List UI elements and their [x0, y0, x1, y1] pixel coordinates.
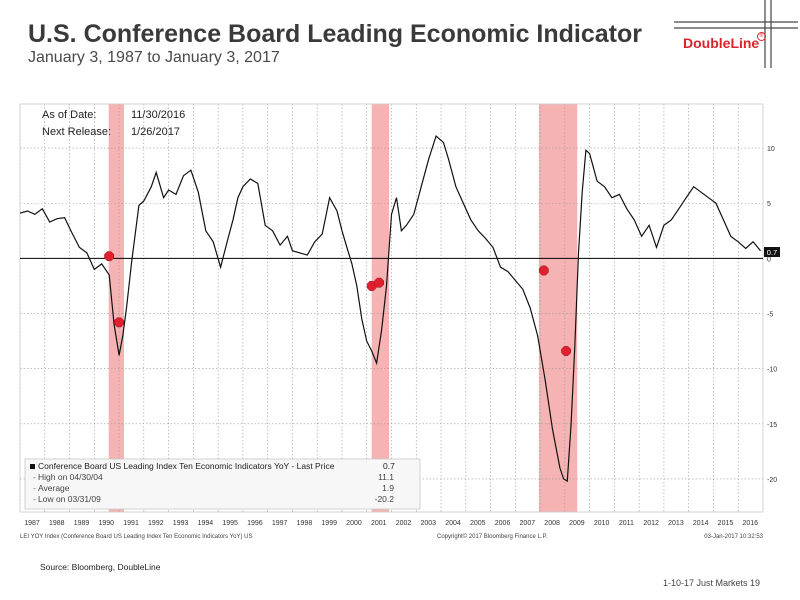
page-subtitle: January 3, 1987 to January 3, 2017: [28, 49, 280, 66]
legend-high-value: 11.1: [378, 472, 394, 482]
legend-dash: -: [33, 494, 36, 504]
series-line: [19, 134, 761, 483]
y-tick-label: -20: [767, 477, 777, 484]
x-tick-label: 1988: [49, 520, 65, 527]
next-release-value: 1/26/2017: [131, 126, 180, 138]
recession-marker-icon: [538, 265, 549, 276]
page-title: U.S. Conference Board Leading Economic I…: [28, 20, 642, 48]
x-tick-label: 2016: [742, 520, 758, 527]
x-tick-label: 2007: [520, 520, 536, 527]
recession-marker-icon: [561, 346, 571, 356]
recession-marker-icon: [374, 277, 384, 288]
brand-trademark-icon: ®: [757, 32, 766, 41]
chart-footer-left: LEI YOY Index (Conference Board US Leadi…: [20, 534, 252, 540]
next-release-label: Next Release:: [42, 126, 111, 138]
recession-band: [371, 104, 390, 512]
legend-dash: -: [33, 472, 36, 482]
legend-series-label: Conference Board US Leading Index Ten Ec…: [38, 461, 335, 471]
x-tick-label: 2005: [470, 520, 486, 527]
x-tick-label: 1995: [222, 520, 238, 527]
legend-average-label: Average: [38, 483, 70, 493]
x-tick-label: 1987: [24, 520, 40, 527]
last-price-tag: 0.7: [767, 248, 777, 257]
legend-high-label: High on 04/30/04: [38, 472, 103, 482]
y-axis-tick-labels: 10 5 0 -5 -10 -15 -20: [767, 146, 777, 484]
y-tick-label: -5: [767, 312, 773, 319]
x-tick-label: 1992: [148, 520, 164, 527]
y-tick-label: 5: [767, 201, 771, 208]
recession-marker-icon: [114, 317, 124, 328]
x-tick-label: 2015: [718, 520, 734, 527]
brand-name: DoubleLine: [683, 35, 760, 51]
as-of-value: 11/30/2016: [131, 109, 185, 121]
recession-markers: [104, 251, 571, 356]
x-tick-label: 2013: [668, 520, 684, 527]
x-tick-label: 1990: [99, 520, 115, 527]
recession-band: [108, 104, 125, 512]
recession-marker-icon: [104, 251, 115, 262]
legend-series-swatch: [30, 464, 35, 469]
legend-box: [24, 458, 421, 510]
legend-low-label: Low on 03/31/09: [38, 494, 101, 504]
page-footer: 1-10-17 Just Markets 19: [663, 578, 761, 588]
y-tick-label: 0: [767, 256, 771, 263]
x-tick-label: 2006: [495, 520, 511, 527]
plot-frame: [19, 103, 764, 513]
x-tick-label: 1993: [173, 520, 189, 527]
x-tick-label: 2002: [396, 520, 412, 527]
x-tick-label: 2014: [693, 520, 709, 527]
chart-legend: Conference Board US Leading Index Ten Ec…: [24, 458, 421, 510]
chart-grid: [19, 104, 763, 512]
x-tick-label: 2010: [594, 520, 610, 527]
x-axis-tick-labels: 1987 1988 1989 1990 1991 1992 1993 1994 1995 1996…: [24, 520, 758, 527]
chart-footer-right: 03-Jan-2017 10:32:53: [704, 534, 763, 540]
legend-average-value: 1.9: [382, 483, 394, 493]
recession-band: [538, 104, 578, 512]
x-tick-label: 2001: [371, 520, 387, 527]
x-tick-label: 2011: [619, 520, 634, 527]
x-tick-label: 1991: [123, 520, 139, 527]
x-tick-label: 1998: [297, 520, 313, 527]
legend-low-value: -20.2: [375, 494, 395, 504]
x-tick-label: 1996: [247, 520, 263, 527]
y-tick-label: -15: [767, 422, 777, 429]
x-tick-label: 2009: [569, 520, 585, 527]
recession-bands: [108, 104, 578, 512]
last-price-tag-bg: [764, 247, 780, 257]
legend-series-value: 0.7: [383, 461, 395, 471]
x-tick-label: 2003: [420, 520, 436, 527]
source-note: Source: Bloomberg, DoubleLine: [40, 562, 161, 572]
y-tick-label: -10: [767, 367, 777, 374]
chart-footer-center: Copyright© 2017 Bloomberg Finance L.P.: [437, 533, 548, 540]
x-tick-label: 2012: [643, 520, 659, 527]
x-tick-label: 2004: [445, 520, 461, 527]
doubleline-logo-lines: [674, 0, 798, 68]
x-tick-label: 2000: [346, 520, 362, 527]
as-of-label: As of Date:: [42, 109, 96, 121]
y-tick-label: 10: [767, 146, 775, 153]
x-tick-label: 1997: [272, 520, 288, 527]
x-tick-label: 2008: [544, 520, 560, 527]
x-tick-label: 1989: [74, 520, 90, 527]
legend-dash: -: [33, 483, 36, 493]
x-tick-label: 1994: [198, 520, 214, 527]
x-tick-label: 1999: [321, 520, 337, 527]
